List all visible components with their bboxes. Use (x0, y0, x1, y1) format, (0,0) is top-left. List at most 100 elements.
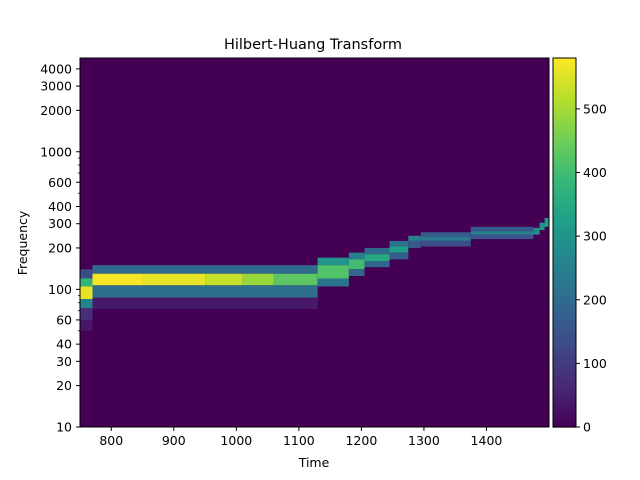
colorbar-segment (553, 390, 576, 394)
y-axis-label: Frequency (15, 210, 30, 275)
heatmap-cell (420, 240, 471, 247)
colorbar-segment (553, 362, 576, 367)
colorbar-segment (553, 294, 576, 299)
x-tick-label: 1100 (283, 433, 315, 448)
colorbar-segment (553, 233, 576, 237)
colorbar-segment (553, 402, 576, 407)
colorbar-segment (553, 187, 576, 191)
colorbar-segment (553, 365, 576, 370)
colorbar-segment (553, 94, 576, 99)
x-axis-label: Time (298, 455, 330, 470)
colorbar-segment (553, 168, 576, 173)
colorbar-segment (553, 91, 576, 96)
y-tick-label: 40 (56, 337, 72, 352)
colorbar-segment (553, 417, 576, 422)
colorbar-segment (553, 202, 576, 207)
colorbar-segment (553, 325, 576, 330)
colorbar-segment (553, 134, 576, 139)
colorbar-segment (553, 380, 576, 385)
colorbar-segment (553, 264, 576, 268)
heatmap-cell (408, 235, 421, 241)
colorbar-segment (553, 211, 576, 216)
colorbar-segment (553, 319, 576, 324)
heatmap-cell (364, 247, 390, 255)
colorbar-tick-label: 400 (583, 165, 607, 180)
colorbar-segment (553, 150, 576, 154)
colorbar-segment (553, 107, 576, 111)
colorbar-segment (553, 408, 576, 413)
colorbar-segment (553, 331, 576, 336)
colorbar-segment (553, 153, 576, 157)
colorbar-segment (553, 374, 576, 379)
colorbar-segment (553, 350, 576, 354)
colorbar-segment (553, 291, 576, 296)
colorbar-segment (553, 387, 576, 391)
colorbar-segment (553, 399, 576, 403)
colorbar-segment (553, 76, 576, 81)
heatmap-cell (317, 265, 349, 279)
colorbar-segment (553, 193, 576, 197)
colorbar-segment (553, 199, 576, 204)
colorbar-segment (553, 181, 576, 185)
colorbar-segment (553, 144, 576, 148)
colorbar-segment (553, 337, 576, 342)
colorbar-tick-label: 500 (583, 101, 607, 116)
colorbar-segment (553, 405, 576, 410)
heatmap-cell (470, 234, 534, 240)
colorbar-segment (553, 383, 576, 388)
colorbar-segment (553, 224, 576, 228)
colorbar-segment (553, 156, 576, 161)
colorbar-segment (553, 220, 576, 225)
colorbar-segment (553, 110, 576, 114)
colorbar-segment (553, 257, 576, 262)
heatmap-cell (348, 269, 365, 277)
colorbar-segment (553, 97, 576, 102)
colorbar-segment (553, 356, 576, 360)
heatmap-cell (420, 232, 471, 238)
colorbar-segment (553, 285, 576, 290)
x-axis: 800 900 1000 1100 1200 1300 1400 (99, 427, 502, 448)
colorbar-segment (553, 70, 576, 74)
colorbar-segment (553, 147, 576, 151)
heatmap-cell (364, 254, 390, 262)
heatmap-cell (317, 257, 349, 266)
colorbar-segment (553, 82, 576, 87)
colorbar-segment (553, 279, 576, 284)
heatmap-cell (205, 273, 243, 286)
colorbar-segment (553, 171, 576, 176)
heatmap-cell (539, 222, 545, 231)
colorbar-segment (553, 116, 576, 121)
colorbar-segment (553, 125, 576, 130)
y-tick-label: 300 (48, 216, 72, 231)
colorbar-segment (553, 113, 576, 118)
heatmap-cell (408, 240, 421, 248)
colorbar-segment (553, 119, 576, 124)
colorbar-segment (553, 101, 576, 105)
x-tick-label: 800 (99, 433, 123, 448)
heatmap-cell (92, 297, 318, 310)
colorbar-segment (553, 359, 576, 364)
heatmap-cell (142, 273, 206, 286)
heatmap-cell (92, 265, 318, 274)
colorbar-segment (553, 104, 576, 108)
colorbar-segment (553, 420, 576, 425)
colorbar: 0 100 200 300 400 500 (552, 57, 607, 435)
x-tick-label: 900 (162, 433, 186, 448)
heatmap-cell (389, 252, 409, 260)
colorbar-segment (553, 322, 576, 327)
y-tick-label: 1000 (40, 144, 72, 159)
colorbar-segment (553, 137, 576, 142)
colorbar-segment (553, 368, 576, 373)
colorbar-segment (553, 190, 576, 194)
colorbar-segment (553, 184, 576, 188)
colorbar-segment (553, 343, 576, 348)
colorbar-segment (553, 196, 576, 201)
colorbar-segment (553, 393, 576, 397)
colorbar-segment (553, 214, 576, 219)
colorbar-segment (553, 64, 576, 68)
heatmap-cell (80, 299, 93, 309)
colorbar-segment (553, 297, 576, 302)
colorbar-segment (553, 260, 576, 265)
colorbar-segment (553, 242, 576, 247)
colorbar-segment (553, 347, 576, 351)
